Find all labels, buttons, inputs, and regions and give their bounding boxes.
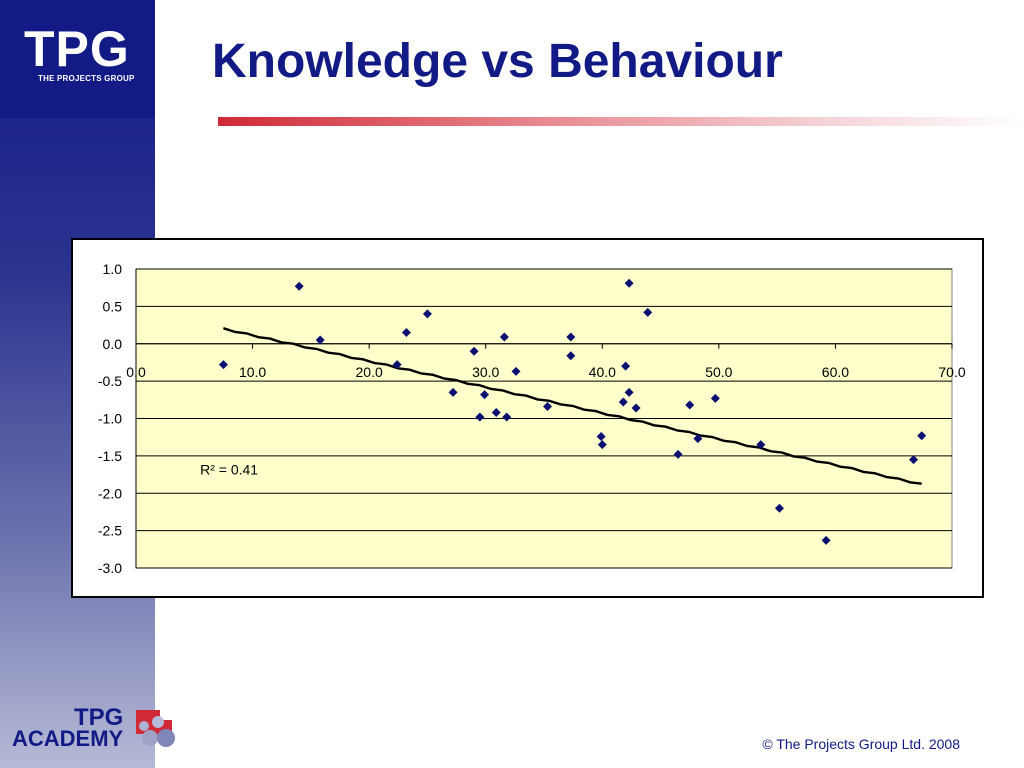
- data-point: [566, 332, 576, 342]
- data-point: [499, 332, 509, 342]
- y-tick-label: 1.0: [103, 261, 123, 277]
- y-tick-label: -1.0: [98, 411, 122, 427]
- y-tick-label: -3.0: [98, 560, 122, 576]
- data-point: [624, 278, 634, 288]
- tpg-logo: TPG THE PROJECTS GROUP: [0, 0, 155, 118]
- y-tick-label: -2.0: [98, 485, 122, 501]
- chart-container: 1.0 0.5 0.0 -0.5 -1.0 -1.5 -2.0 -2.5 -3.0 0.0 10.0…: [71, 238, 984, 598]
- r-squared-label: R² = 0.41: [200, 462, 258, 478]
- x-tick-label: 70.0: [938, 364, 965, 380]
- x-tick-label: 30.0: [472, 364, 499, 380]
- y-tick-label: 0.5: [103, 298, 123, 314]
- data-point: [673, 449, 683, 459]
- data-point: [392, 360, 402, 370]
- x-tick-label: 50.0: [705, 364, 732, 380]
- data-point: [618, 397, 628, 407]
- data-point: [821, 535, 831, 545]
- data-point: [624, 387, 634, 397]
- data-point: [909, 455, 919, 465]
- trendline: [223, 327, 922, 485]
- data-point: [693, 434, 703, 444]
- data-point: [685, 400, 695, 410]
- academy-tpg-text: TPG: [74, 704, 124, 731]
- scatter-chart: 1.00.50.0-0.5-1.0-1.5-2.0-2.5-3.00.0 10.0…: [98, 261, 966, 576]
- data-point: [542, 402, 552, 412]
- data-point: [469, 346, 479, 356]
- copyright-footer: © The Projects Group Ltd. 2008: [762, 736, 960, 752]
- y-tick-label: 0.0: [103, 336, 123, 352]
- data-point: [294, 281, 304, 291]
- data-point: [597, 440, 607, 450]
- data-point: [480, 390, 490, 400]
- x-tick-label: 10.0: [239, 364, 266, 380]
- data-point: [621, 361, 631, 371]
- data-point: [710, 393, 720, 403]
- molecule-icon: [136, 710, 175, 747]
- y-tick-label: -1.5: [98, 448, 122, 464]
- data-point: [315, 335, 325, 345]
- data-point: [596, 431, 606, 441]
- data-point: [774, 503, 784, 513]
- slide-title: Knowledge vs Behaviour: [212, 35, 783, 88]
- data-point: [401, 328, 411, 338]
- data-point: [502, 412, 512, 422]
- y-tick-label: -0.5: [98, 373, 122, 389]
- logo-main-text: TPG: [24, 21, 130, 77]
- data-point: [448, 387, 458, 397]
- data-point: [218, 360, 228, 370]
- data-point: [491, 408, 501, 418]
- data-point: [756, 440, 766, 450]
- data-point: [475, 412, 485, 422]
- data-point: [566, 351, 576, 361]
- x-tick-label: 40.0: [589, 364, 616, 380]
- x-tick-label: 20.0: [356, 364, 383, 380]
- data-point: [422, 309, 432, 319]
- x-tick-label: 60.0: [822, 364, 849, 380]
- y-tick-label: -2.5: [98, 523, 122, 539]
- data-point: [917, 431, 927, 441]
- academy-word-text: ACADEMY: [12, 726, 124, 751]
- logo-sub-text: THE PROJECTS GROUP: [38, 74, 135, 83]
- data-point: [643, 307, 653, 317]
- x-tick-label: 0.0: [126, 364, 146, 380]
- data-point: [631, 403, 641, 413]
- title-underline: [218, 117, 1024, 126]
- tpg-academy-logo: TPG ACADEMY: [10, 706, 180, 756]
